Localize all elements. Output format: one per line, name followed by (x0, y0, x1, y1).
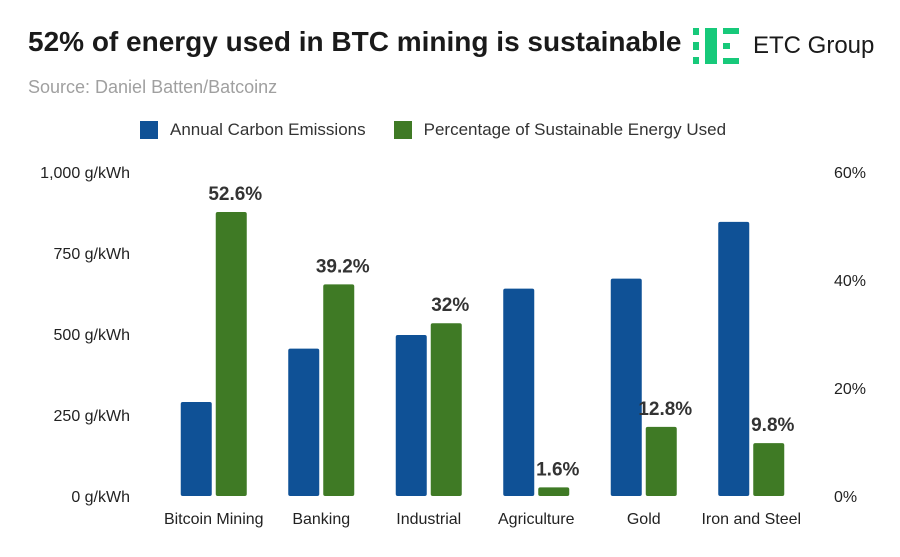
bar-emissions (395, 334, 427, 496)
data-label-sustainable: 9.8% (751, 415, 794, 436)
y-left-tick-label: 0 g/kWh (71, 489, 130, 506)
bar-emissions (503, 288, 535, 496)
legend-label-emissions: Annual Carbon Emissions (170, 120, 366, 139)
data-label-sustainable: 52.6% (208, 184, 262, 205)
x-tick-label: Gold (627, 511, 661, 528)
y-left-tick-label: 250 g/kWh (54, 408, 130, 425)
bar-sustainable (430, 323, 462, 496)
bar-sustainable (538, 487, 570, 496)
legend-label-sustainable: Percentage of Sustainable Energy Used (423, 120, 727, 139)
bar-emissions (718, 221, 750, 496)
x-tick-label: Banking (292, 511, 350, 528)
legend-item-sustainable: Percentage of Sustainable Energy Used (393, 120, 727, 140)
legend-swatch-sustainable (393, 121, 412, 139)
y-left-tick-label: 1,000 g/kWh (40, 165, 130, 182)
chart-title: 52% of energy used in BTC mining is sust… (28, 26, 682, 57)
bar-sustainable (645, 426, 677, 496)
chart-legend: Annual Carbon Emissions Percentage of Su… (140, 120, 754, 140)
x-tick-label: Industrial (396, 511, 461, 528)
legend-swatch-emissions (140, 121, 158, 139)
data-label-sustainable: 12.8% (638, 399, 692, 420)
data-label-sustainable: 39.2% (316, 256, 370, 277)
bar-emissions (610, 278, 642, 496)
x-tick-label: Bitcoin Mining (164, 511, 264, 528)
y-left-tick-label: 500 g/kWh (54, 327, 130, 344)
chart-source: Source: Daniel Batten/Batcoinz (28, 77, 278, 97)
y-right-tick-label: 60% (834, 165, 866, 182)
bar-sustainable (753, 443, 785, 496)
y-right-tick-label: 0% (834, 489, 857, 506)
bar-sustainable (215, 211, 247, 496)
bar-emissions (180, 402, 212, 496)
bar-emissions (288, 348, 320, 496)
y-right-tick-label: 20% (834, 381, 866, 398)
y-left-tick-label: 750 g/kWh (54, 246, 130, 263)
x-tick-label: Iron and Steel (701, 511, 801, 528)
brand-name: ETC Group (753, 32, 875, 59)
data-label-sustainable: 32% (431, 295, 469, 316)
x-tick-label: Agriculture (498, 511, 575, 528)
y-right-tick-label: 40% (834, 273, 866, 290)
legend-item-emissions: Annual Carbon Emissions (140, 120, 366, 140)
data-label-sustainable: 1.6% (536, 459, 579, 480)
bar-sustainable (323, 284, 355, 496)
etc-group-logo-icon (693, 28, 739, 64)
brand-logo: ETC Group (693, 24, 874, 68)
